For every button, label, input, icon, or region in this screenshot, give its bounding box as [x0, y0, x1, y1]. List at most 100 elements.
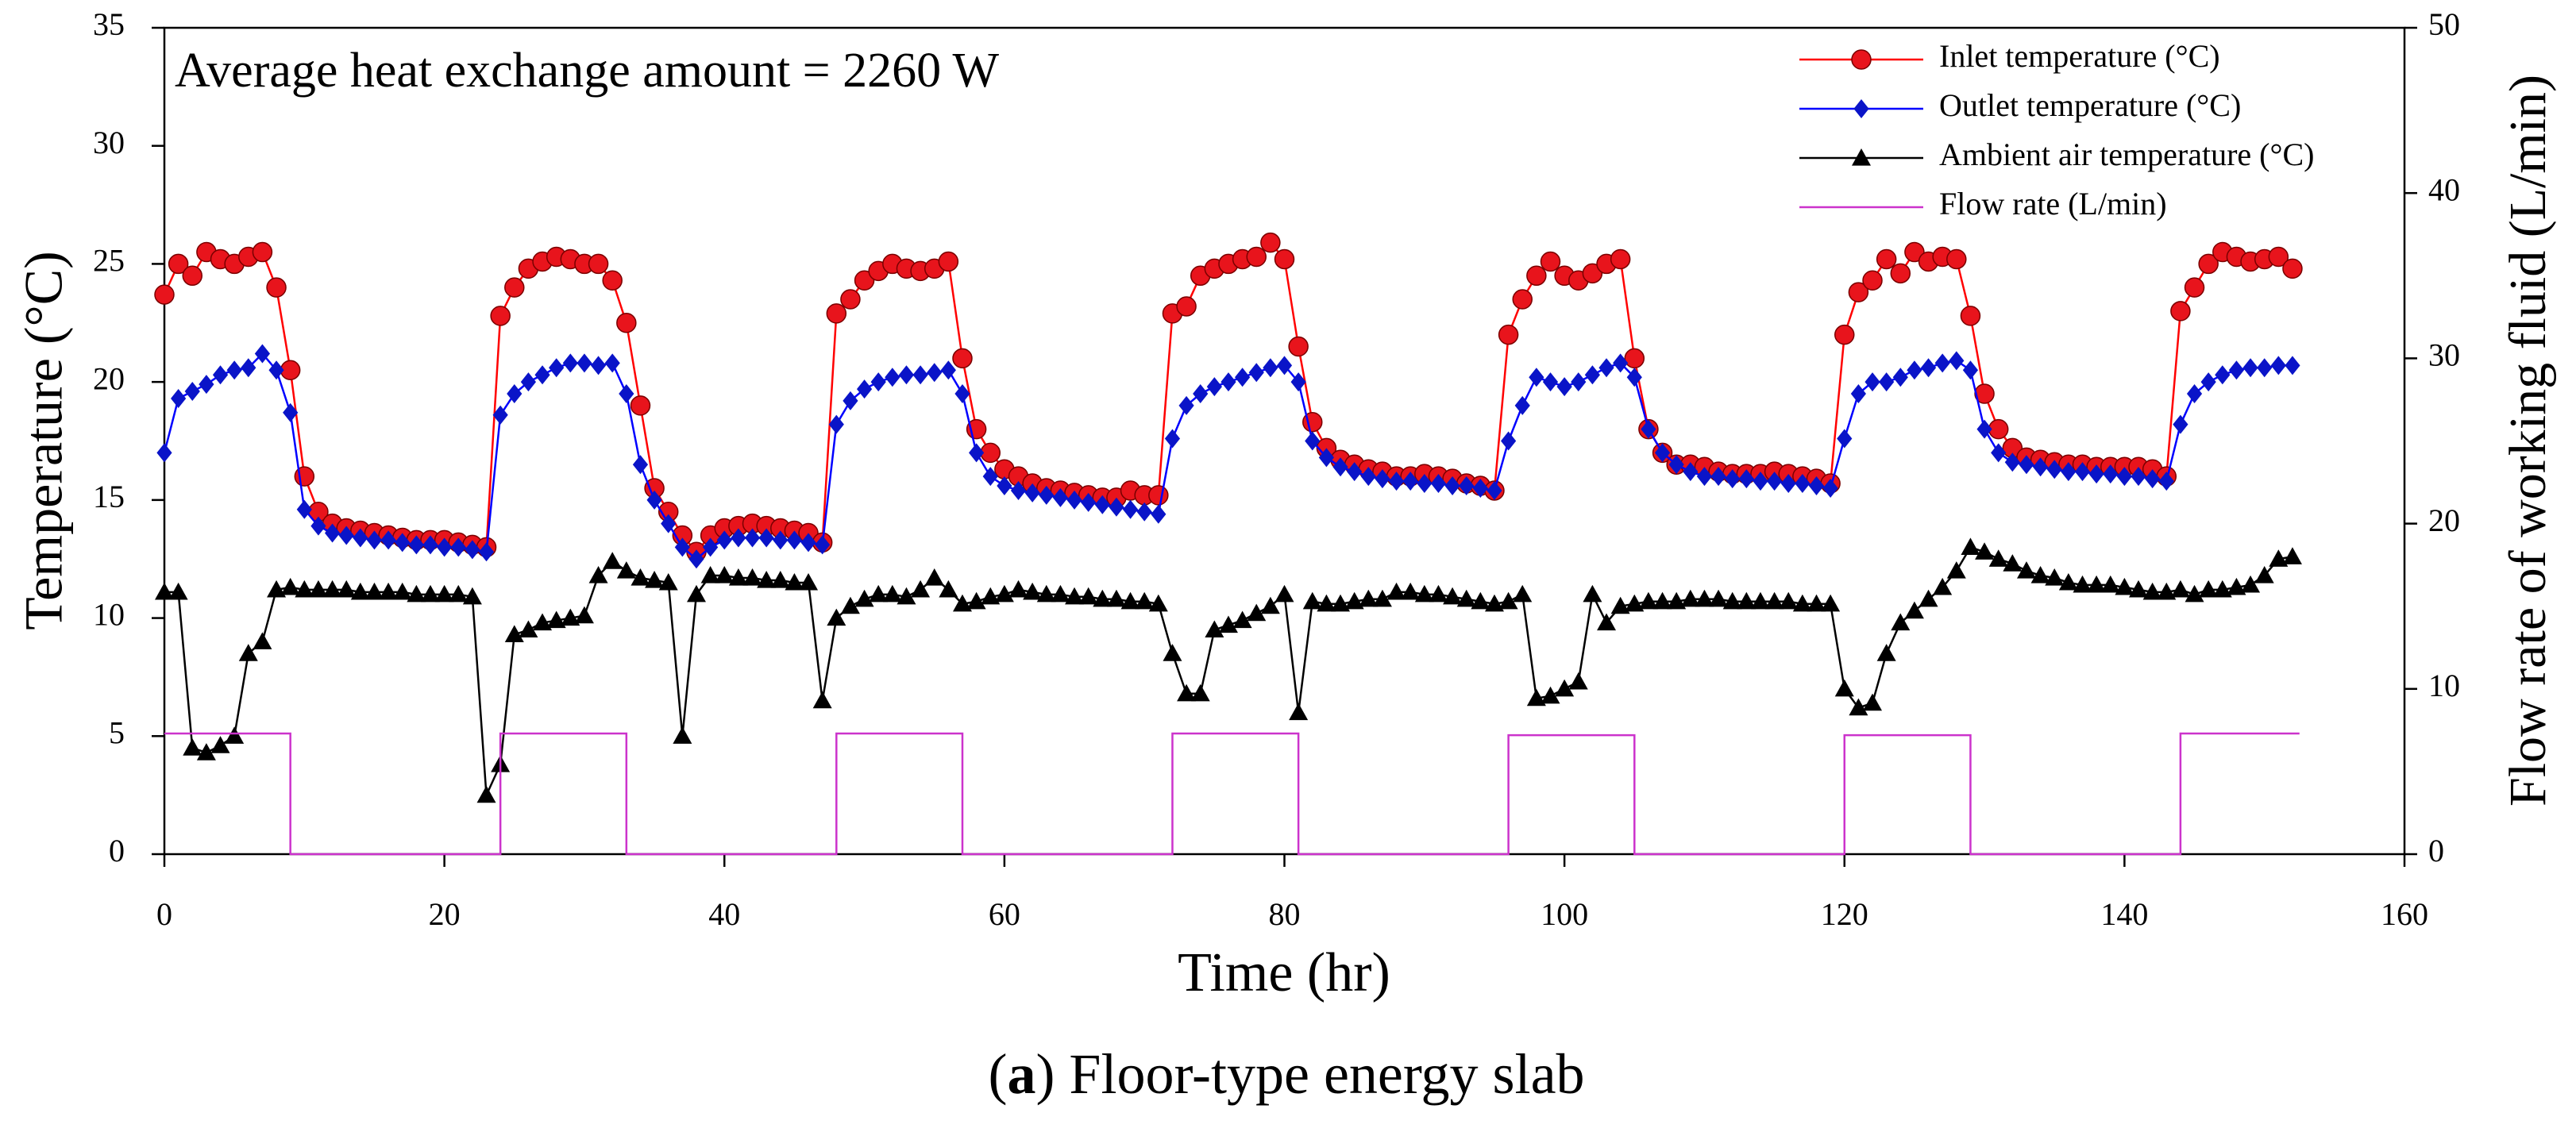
marker: [238, 644, 258, 661]
marker: [912, 365, 928, 385]
marker: [700, 566, 720, 583]
marker: [225, 726, 245, 744]
x-tick-label: 0: [156, 896, 172, 932]
marker: [673, 726, 692, 744]
marker: [2228, 360, 2245, 380]
marker: [2282, 547, 2302, 564]
marker: [645, 570, 665, 588]
marker: [338, 526, 354, 545]
marker: [1010, 480, 1027, 500]
marker: [1151, 504, 1167, 524]
marker: [1876, 248, 1897, 270]
marker: [1850, 384, 1866, 404]
marker: [155, 582, 174, 600]
marker: [283, 402, 299, 422]
marker: [786, 530, 803, 550]
marker: [2257, 358, 2273, 378]
marker: [854, 270, 875, 291]
marker: [1094, 495, 1110, 514]
marker: [1975, 542, 1995, 560]
marker: [2212, 579, 2232, 598]
marker: [465, 540, 480, 560]
marker: [2173, 414, 2188, 434]
y-tick-label: 25: [93, 243, 125, 279]
marker: [1459, 476, 1475, 496]
marker: [2170, 301, 2191, 322]
marker: [731, 528, 746, 548]
marker: [1638, 591, 1658, 610]
marker: [1807, 594, 1826, 612]
marker: [1484, 594, 1504, 612]
marker: [1317, 594, 1336, 612]
marker: [1066, 490, 1082, 510]
marker: [507, 384, 523, 404]
legend-label: Inlet temperature (°C): [1939, 38, 2220, 74]
marker: [1456, 589, 1476, 607]
marker: [1571, 372, 1587, 392]
marker: [1821, 594, 1841, 612]
marker: [212, 365, 229, 385]
marker: [952, 348, 973, 369]
x-tick-label: 80: [1269, 896, 1301, 932]
legend-marker: [1852, 148, 1871, 166]
marker: [1430, 474, 1447, 494]
marker: [2199, 579, 2219, 598]
marker: [602, 270, 623, 291]
marker: [898, 365, 915, 385]
marker: [1065, 587, 1085, 605]
marker: [422, 535, 438, 555]
marker: [434, 584, 454, 603]
marker: [380, 530, 396, 550]
marker: [2073, 575, 2092, 593]
marker: [2268, 246, 2289, 268]
marker: [815, 535, 831, 555]
marker: [1934, 353, 1950, 373]
marker: [577, 353, 592, 373]
marker: [646, 490, 662, 510]
y-tick-label: 5: [109, 714, 125, 750]
marker: [715, 566, 735, 583]
marker: [1260, 596, 1280, 614]
marker: [1148, 485, 1169, 506]
marker: [742, 568, 762, 586]
marker: [1109, 497, 1124, 517]
marker: [1542, 372, 1559, 392]
y-axis-label: Temperature (°C): [13, 251, 74, 630]
marker: [574, 606, 594, 624]
marker: [1683, 462, 1699, 482]
marker: [395, 533, 411, 553]
marker: [420, 584, 440, 603]
marker: [199, 375, 214, 395]
marker: [885, 368, 900, 387]
marker: [252, 241, 273, 263]
marker: [1654, 443, 1671, 463]
marker: [1526, 688, 1546, 707]
marker: [1501, 431, 1517, 451]
marker: [2061, 462, 2077, 482]
marker: [519, 620, 538, 638]
series-line: [164, 732, 2300, 856]
marker: [2282, 258, 2303, 279]
marker: [1526, 265, 1547, 287]
marker: [504, 625, 524, 642]
marker: [1892, 368, 1908, 387]
marker: [1610, 248, 1631, 270]
marker: [1849, 698, 1868, 716]
marker: [1290, 372, 1306, 392]
marker: [1193, 384, 1209, 404]
marker: [1610, 596, 1630, 614]
marker: [182, 265, 203, 287]
y2-axis-label: Flow rate of working fluid (L/min): [2499, 75, 2557, 807]
marker: [940, 360, 956, 380]
marker: [1541, 686, 1560, 704]
marker: [2004, 452, 2020, 472]
y-tick-label: 15: [93, 479, 125, 514]
marker: [2046, 460, 2062, 479]
marker: [632, 455, 649, 475]
marker: [969, 443, 985, 463]
marker: [716, 530, 732, 550]
marker: [1808, 476, 1825, 496]
marker: [2200, 372, 2216, 392]
marker: [631, 568, 650, 586]
marker: [546, 610, 566, 629]
